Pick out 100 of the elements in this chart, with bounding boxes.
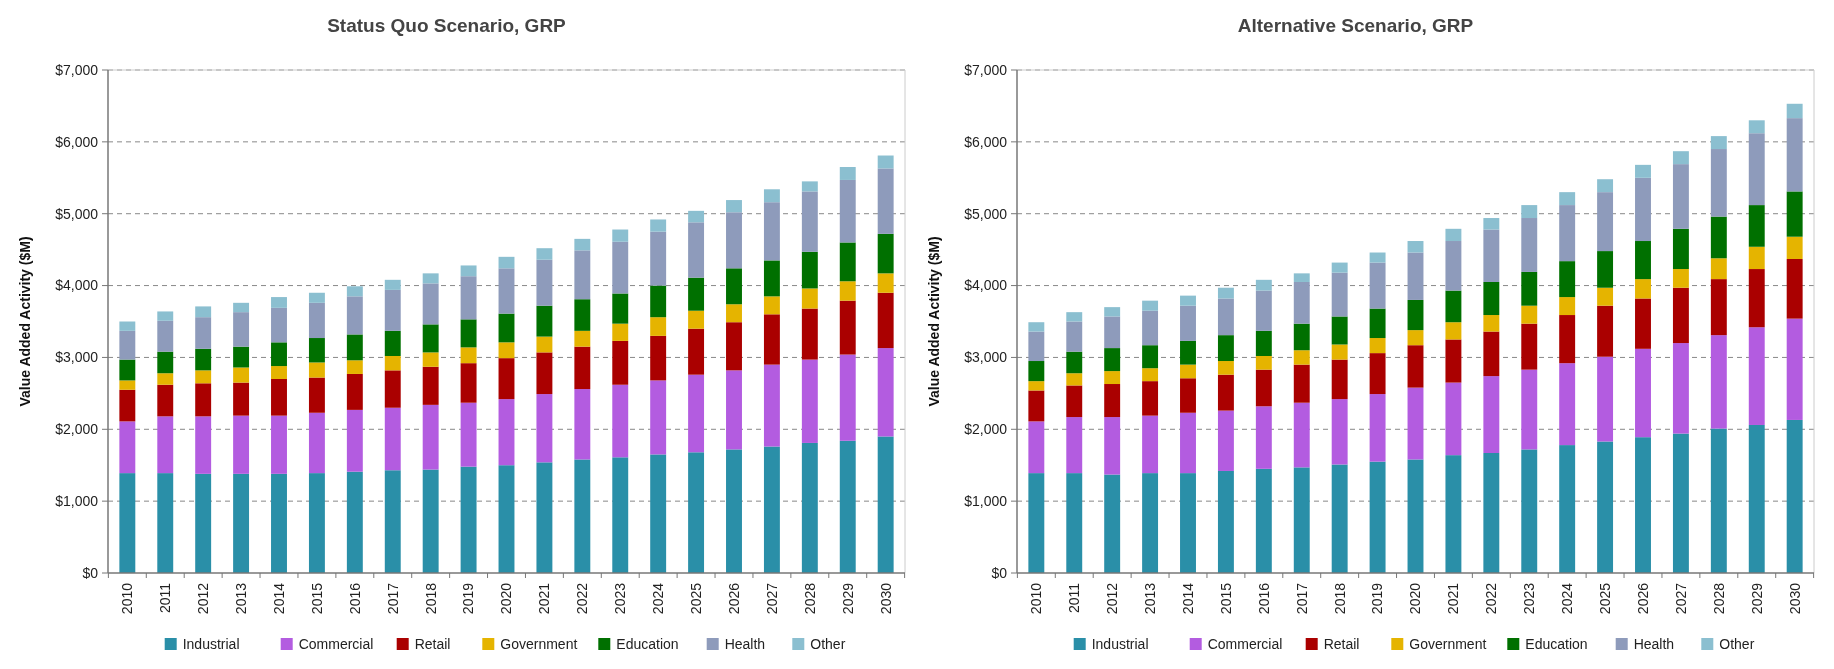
bar	[1672, 164, 1689, 229]
bar	[763, 202, 780, 261]
bar	[1369, 308, 1386, 339]
bar	[801, 442, 818, 573]
bar	[346, 296, 363, 335]
bar	[1331, 272, 1348, 317]
bar	[1104, 417, 1121, 475]
bar	[1255, 369, 1272, 407]
bar	[271, 297, 287, 308]
y-tick-label: $5,000	[55, 205, 99, 222]
x-tick-label: 2028	[801, 582, 818, 615]
bar	[726, 200, 742, 213]
bar	[1635, 164, 1651, 178]
bar	[1445, 241, 1462, 291]
bar	[1786, 419, 1803, 573]
bar	[1407, 330, 1424, 346]
y-tick-label: $4,000	[55, 277, 99, 294]
bar	[422, 324, 439, 353]
x-tick-label: 2010	[1028, 582, 1045, 615]
bar	[1597, 356, 1614, 442]
legend-label: Industrial	[1091, 636, 1149, 652]
bar	[1786, 103, 1803, 119]
bar	[308, 302, 325, 339]
bar	[1672, 269, 1689, 288]
bar	[1559, 192, 1576, 206]
bar	[1028, 322, 1045, 332]
bar	[877, 273, 894, 293]
bar	[1748, 120, 1765, 134]
bar	[1407, 299, 1424, 331]
x-tick-label: 2030	[1786, 582, 1803, 615]
bar	[1597, 192, 1614, 252]
bar	[1066, 321, 1083, 352]
bar	[1028, 361, 1045, 382]
legend-label: Government	[500, 636, 578, 652]
bar	[1255, 468, 1272, 573]
bar	[536, 259, 553, 306]
bar	[119, 473, 136, 573]
bar	[688, 328, 705, 375]
bar	[1786, 236, 1803, 259]
bar	[157, 311, 174, 321]
x-tick-label: 2022	[1483, 582, 1500, 615]
bar	[1369, 338, 1386, 354]
bar	[1559, 205, 1576, 262]
bar	[1255, 406, 1272, 469]
bar	[157, 473, 174, 573]
bar	[688, 222, 705, 278]
bar	[346, 409, 363, 472]
bar	[877, 233, 894, 274]
bar	[1028, 390, 1045, 422]
bar	[1104, 474, 1121, 573]
bar	[498, 268, 515, 314]
bar	[119, 380, 136, 390]
legend-label: Retail	[414, 636, 451, 652]
x-tick-label: 2023	[1521, 582, 1538, 615]
bar	[1217, 410, 1234, 471]
bar	[763, 260, 780, 297]
bar	[536, 248, 553, 260]
bar	[1710, 216, 1727, 259]
bar	[1710, 136, 1727, 150]
bar	[1445, 290, 1462, 323]
bar	[536, 305, 553, 337]
y-tick-label: $4,000	[964, 277, 1008, 294]
bar	[119, 330, 136, 360]
bar	[1635, 437, 1651, 573]
bar	[1710, 258, 1727, 280]
bar	[1369, 252, 1386, 263]
x-tick-label: 2014	[270, 582, 287, 615]
x-tick-label: 2026	[1634, 582, 1651, 615]
bar	[650, 219, 667, 232]
bar	[308, 362, 325, 378]
bar	[1483, 229, 1500, 282]
bar	[1142, 473, 1159, 573]
bar	[195, 416, 212, 474]
bar	[839, 242, 856, 282]
bar	[1521, 449, 1538, 573]
bar	[574, 330, 591, 347]
bar	[1521, 205, 1538, 219]
bar	[1180, 340, 1196, 365]
bar	[1331, 464, 1348, 573]
x-tick-label: 2024	[650, 582, 667, 615]
bar	[1521, 323, 1538, 370]
bar	[119, 421, 136, 474]
bar	[574, 299, 591, 331]
bar	[763, 314, 780, 365]
bar	[1217, 361, 1234, 375]
bar	[1066, 351, 1083, 374]
bar	[1331, 344, 1348, 360]
y-tick-label: $6,000	[964, 133, 1008, 150]
bar	[877, 292, 894, 349]
bar	[1104, 307, 1121, 317]
bar	[801, 359, 818, 443]
x-tick-label: 2011	[157, 582, 174, 614]
bar	[1635, 298, 1651, 349]
bar	[1635, 177, 1651, 242]
bar	[839, 281, 856, 301]
bar	[1786, 191, 1803, 237]
bar	[1217, 335, 1234, 362]
bar	[1331, 316, 1348, 345]
x-tick-label: 2015	[1217, 582, 1234, 615]
bar	[1255, 279, 1272, 291]
